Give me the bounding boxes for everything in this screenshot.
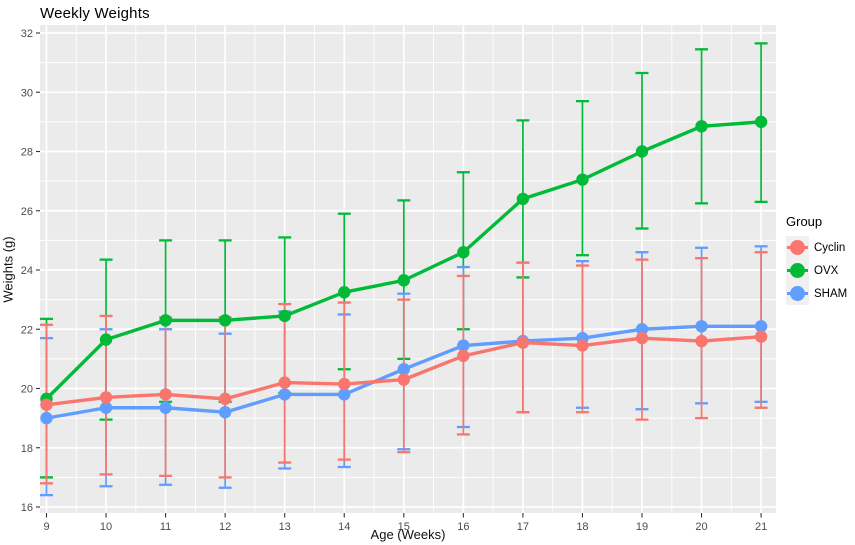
legend-item: OVX: [786, 259, 847, 282]
x-tick-label: 20: [695, 521, 707, 533]
legend-key: [786, 282, 809, 305]
data-point: [40, 398, 53, 411]
data-point: [99, 391, 113, 404]
legend-item: Cyclin: [786, 236, 847, 259]
data-point: [218, 392, 232, 406]
y-tick-label: 30: [21, 87, 33, 99]
data-point: [218, 406, 232, 419]
data-point: [516, 336, 530, 349]
x-tick-label: 12: [219, 521, 231, 533]
panel-background: [40, 25, 776, 513]
data-point: [278, 388, 291, 401]
data-point: [457, 339, 470, 352]
x-tick-label: 13: [279, 521, 291, 533]
data-point: [635, 331, 649, 345]
data-point: [159, 401, 172, 414]
legend-key: [786, 236, 809, 259]
x-tick-label: 18: [576, 521, 588, 533]
legend-item-label: OVX: [814, 264, 839, 277]
data-point: [576, 173, 589, 186]
data-point: [754, 330, 768, 343]
data-point: [99, 333, 113, 346]
x-tick-label: 15: [398, 521, 410, 533]
data-point: [457, 349, 470, 363]
data-point: [397, 363, 410, 376]
x-tick-label: 11: [160, 521, 171, 533]
legend-key-point-icon: [790, 263, 805, 278]
data-point: [338, 388, 351, 401]
chart-title: Weekly Weights: [40, 5, 150, 22]
legend-title: Group: [786, 214, 823, 229]
data-point: [40, 411, 53, 425]
data-point: [338, 377, 351, 391]
data-point: [457, 246, 470, 259]
y-tick-label: 16: [21, 502, 33, 514]
legend-item: SHAM: [786, 282, 847, 305]
y-tick-label: 22: [21, 324, 33, 336]
legend-key: [786, 259, 809, 282]
legend-key-point-icon: [790, 286, 805, 301]
data-point: [754, 115, 768, 129]
data-point: [159, 388, 172, 401]
x-tick-label: 21: [755, 521, 767, 533]
legend-item-label: SHAM: [814, 287, 848, 300]
data-point: [159, 314, 172, 327]
data-point: [516, 192, 530, 206]
data-point: [397, 373, 410, 386]
data-point: [754, 320, 768, 333]
y-tick-label: 24: [21, 265, 33, 277]
x-axis-title: Age (Weeks): [370, 527, 446, 542]
legend: Group Cyclin OVX SHAM: [786, 214, 847, 305]
data-point: [695, 320, 708, 333]
data-point: [635, 323, 649, 336]
y-tick-label: 28: [21, 147, 33, 159]
data-point: [397, 274, 410, 287]
y-tick-label: 20: [21, 384, 33, 396]
x-tick-label: 10: [100, 521, 112, 533]
data-point: [695, 120, 708, 133]
x-tick-label: 17: [517, 521, 529, 533]
data-point: [99, 401, 113, 414]
x-tick-label: 16: [457, 521, 469, 533]
legend-item-label: Cyclin: [814, 241, 846, 254]
data-point: [338, 286, 351, 299]
y-axis-title: Weights (g): [0, 236, 16, 303]
legend-key-point-icon: [790, 240, 805, 255]
x-tick-label: 14: [338, 521, 350, 533]
y-tick-label: 32: [21, 28, 33, 40]
data-point: [695, 334, 708, 348]
x-tick-label: 9: [43, 521, 49, 533]
data-point: [576, 339, 589, 352]
data-point: [278, 309, 291, 323]
data-point: [635, 145, 649, 158]
data-point: [218, 314, 232, 327]
y-tick-label: 26: [21, 206, 33, 218]
x-tick-label: 19: [636, 521, 648, 533]
data-point: [278, 376, 291, 389]
y-tick-label: 18: [21, 443, 33, 455]
